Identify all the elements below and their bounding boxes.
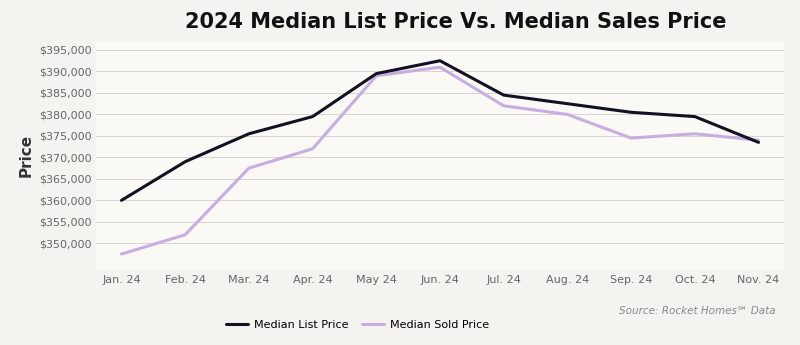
Median Sold Price: [244, 166, 254, 170]
Line: Median Sold Price: Median Sold Price: [122, 67, 758, 254]
Median List Price: [435, 59, 445, 63]
Median List Price: [371, 71, 381, 76]
Median List Price: [244, 132, 254, 136]
Y-axis label: Price: Price: [18, 134, 34, 177]
Text: Source: Rocket Homes℠ Data: Source: Rocket Homes℠ Data: [619, 306, 775, 316]
Text: 2024 Median List Price Vs. Median Sales Price: 2024 Median List Price Vs. Median Sales …: [186, 11, 727, 31]
Median Sold Price: [308, 147, 318, 151]
Median Sold Price: [562, 112, 572, 117]
Median Sold Price: [180, 233, 190, 237]
Median List Price: [626, 110, 636, 114]
Median Sold Price: [371, 74, 381, 78]
Median List Price: [562, 102, 572, 106]
Legend: Median List Price, Median Sold Price: Median List Price, Median Sold Price: [222, 316, 493, 335]
Line: Median List Price: Median List Price: [122, 61, 758, 200]
Median Sold Price: [690, 132, 700, 136]
Median Sold Price: [435, 65, 445, 69]
Median List Price: [690, 115, 700, 119]
Median List Price: [308, 115, 318, 119]
Median Sold Price: [117, 252, 126, 256]
Median List Price: [499, 93, 509, 97]
Median List Price: [180, 160, 190, 164]
Median Sold Price: [754, 138, 763, 142]
Median Sold Price: [626, 136, 636, 140]
Median List Price: [117, 198, 126, 203]
Median List Price: [754, 140, 763, 145]
Median Sold Price: [499, 104, 509, 108]
